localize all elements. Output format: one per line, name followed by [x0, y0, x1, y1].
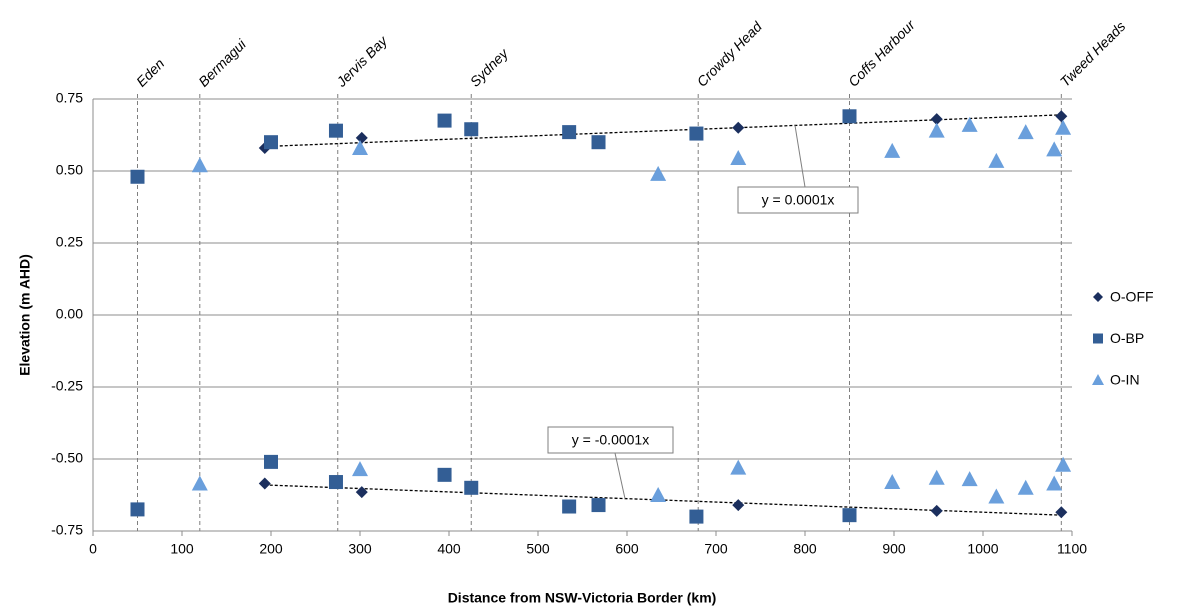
x-tick-label: 700 — [704, 541, 728, 557]
x-tick-label: 300 — [348, 541, 372, 557]
trendline — [264, 114, 1062, 148]
legend-marker — [1092, 374, 1104, 385]
x-tick-label: 400 — [437, 541, 461, 557]
trendline-leader — [614, 452, 626, 499]
data-point — [732, 499, 745, 512]
data-point — [352, 461, 368, 477]
data-point — [191, 157, 208, 173]
trendline-label: y = 0.0001x — [762, 192, 835, 208]
data-point — [928, 122, 945, 138]
data-point — [264, 135, 278, 150]
data-point — [930, 504, 943, 517]
trendline — [264, 484, 1062, 516]
location-label: Bermagui — [195, 35, 249, 89]
data-point — [1055, 506, 1068, 519]
y-axis-title: Elevation (m AHD) — [17, 254, 33, 376]
y-tick-label: 0.25 — [56, 234, 83, 250]
data-point — [464, 480, 479, 495]
data-point — [355, 131, 368, 144]
data-point — [130, 502, 145, 517]
data-point — [562, 125, 577, 140]
location-label: Crowdy Head — [694, 18, 766, 90]
data-point — [842, 109, 857, 124]
data-point — [730, 459, 747, 475]
x-tick-label: 800 — [793, 541, 817, 557]
y-tick-label: -0.50 — [51, 450, 83, 466]
data-point — [689, 126, 704, 141]
trendline-leader — [794, 125, 806, 188]
data-point — [1055, 119, 1072, 135]
data-point — [130, 169, 145, 184]
data-point — [961, 116, 978, 132]
legend-label: O-IN — [1110, 372, 1140, 388]
location-label: Eden — [133, 55, 168, 90]
data-point — [464, 122, 479, 137]
trendline-label-box — [737, 186, 859, 214]
y-tick-label: 0.75 — [56, 90, 83, 106]
x-tick-label: 600 — [615, 541, 639, 557]
x-tick-label: 500 — [526, 541, 550, 557]
data-point — [1046, 475, 1063, 491]
data-point — [258, 477, 271, 490]
data-point — [1055, 110, 1068, 123]
data-point — [884, 474, 901, 490]
location-label: Coffs Harbour — [845, 16, 919, 90]
data-point — [1055, 456, 1072, 472]
data-point — [650, 165, 667, 181]
legend-marker — [1093, 292, 1103, 302]
data-point — [437, 467, 452, 482]
x-tick-label: 100 — [170, 541, 194, 557]
location-label: Jervis Bay — [332, 32, 390, 90]
y-tick-label: -0.75 — [51, 522, 83, 538]
y-tick-label: 0.50 — [56, 162, 83, 178]
x-tick-label: 0 — [89, 541, 97, 557]
data-point — [884, 142, 901, 158]
x-tick-label: 1000 — [967, 541, 998, 557]
legend-label: O-BP — [1110, 330, 1144, 346]
legend-marker — [1093, 333, 1103, 344]
data-point — [355, 486, 368, 499]
data-point — [650, 487, 667, 502]
data-point — [1017, 479, 1034, 495]
x-tick-label: 900 — [882, 541, 906, 557]
data-point — [328, 475, 343, 490]
data-point — [988, 488, 1005, 504]
data-point — [191, 475, 208, 491]
data-point — [1017, 124, 1034, 140]
trendline-label: y = -0.0001x — [572, 432, 649, 448]
data-point — [591, 498, 606, 513]
x-tick-label: 200 — [259, 541, 283, 557]
x-tick-label: 1100 — [1057, 541, 1087, 557]
data-point — [988, 152, 1005, 168]
data-point — [591, 135, 606, 150]
y-tick-label: 0.00 — [56, 306, 83, 322]
data-point — [961, 471, 978, 487]
data-point — [930, 113, 943, 126]
data-point — [842, 508, 857, 523]
data-point — [1046, 141, 1063, 157]
legend-label: O-OFF — [1110, 289, 1154, 305]
trendline-label-box — [547, 426, 674, 454]
data-point — [328, 123, 343, 138]
location-label: Sydney — [467, 45, 512, 90]
y-tick-label: -0.25 — [51, 378, 83, 394]
x-axis-title: Distance from NSW-Victoria Border (km) — [448, 590, 717, 606]
location-label: Tweed Heads — [1057, 18, 1129, 90]
data-point — [689, 509, 704, 524]
data-point — [264, 454, 278, 469]
data-point — [732, 121, 745, 134]
data-point — [730, 150, 747, 166]
data-point — [562, 499, 577, 514]
data-point — [352, 139, 368, 155]
data-point — [928, 469, 945, 485]
data-point — [437, 113, 452, 128]
